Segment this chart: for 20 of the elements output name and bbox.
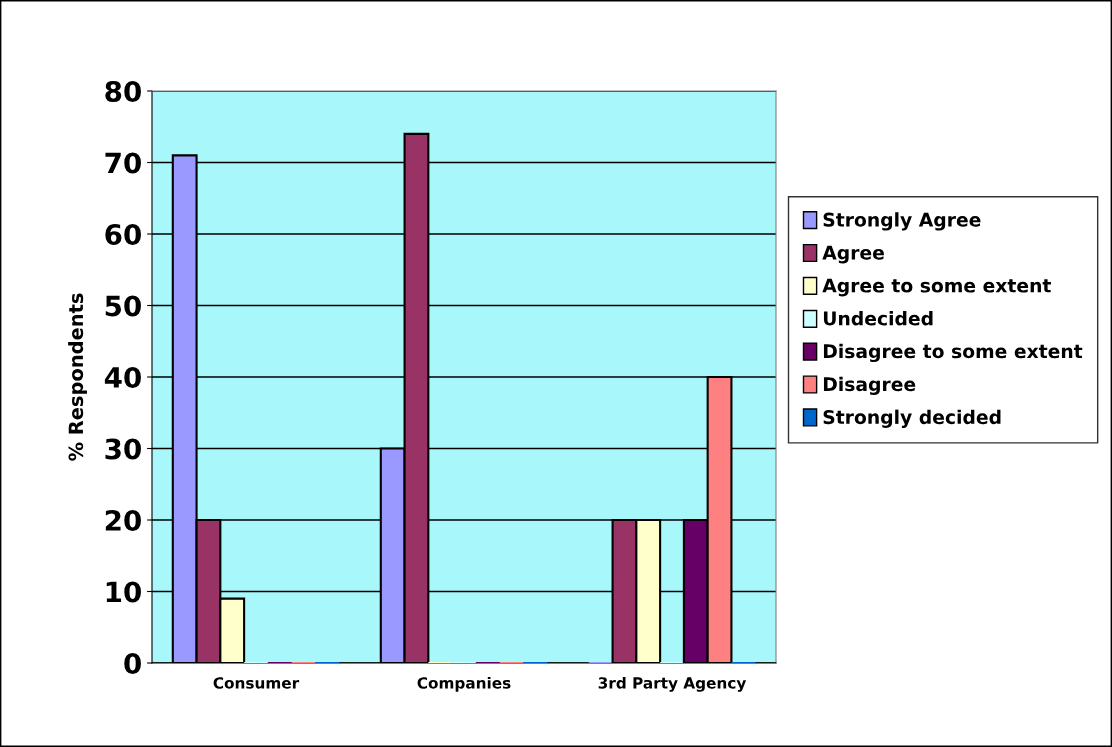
y-tick-label: 40 — [104, 366, 141, 388]
legend-label: Strongly decided — [823, 409, 1001, 428]
x-tick-label: Consumer — [213, 677, 300, 689]
x-tick-label: 3rd Party Agency — [598, 676, 747, 692]
legend-label: Disagree to some extent — [823, 343, 1083, 363]
y-tick-label: 60 — [105, 223, 141, 245]
legend-label: Undecided — [823, 311, 933, 326]
y-tick-label: 70 — [105, 152, 141, 174]
legend-label: Agree to some extent — [822, 278, 1051, 297]
y-tick-label: 50 — [105, 295, 141, 317]
y-tick-label: 80 — [105, 80, 141, 102]
legend-label: Disagree — [823, 376, 916, 395]
y-tick-label: 10 — [106, 581, 141, 603]
y-tick-label: 0 — [124, 652, 141, 674]
legend-label: Agree — [822, 245, 884, 264]
y-tick-label: 20 — [105, 509, 141, 531]
y-axis-title: % Respondents — [68, 293, 87, 461]
y-tick-label: 30 — [105, 438, 141, 460]
legend-label: Strongly Agree — [823, 212, 981, 231]
x-tick-label: Companies — [417, 676, 511, 692]
